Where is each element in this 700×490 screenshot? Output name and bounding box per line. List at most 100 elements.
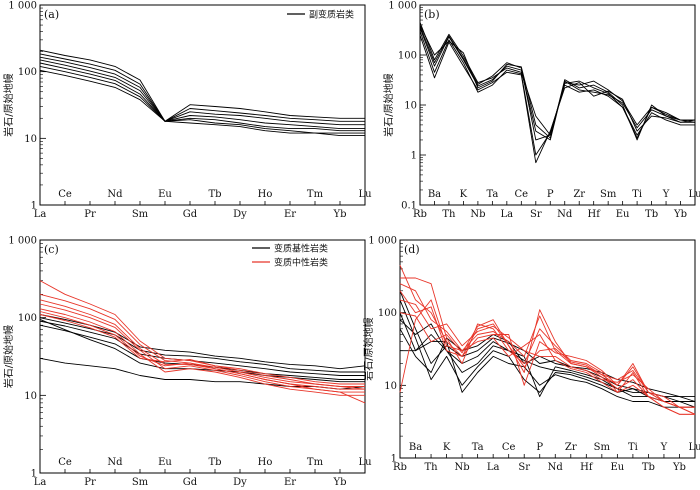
x-tick-label-p: P <box>536 442 543 453</box>
y-axis-label: 岩石/原始地幔 <box>382 73 395 136</box>
x-tick-label-sm: Sm <box>594 442 611 453</box>
x-tick-label-k: K <box>443 442 451 453</box>
x-tick-label-p: P <box>547 189 554 200</box>
series-line-7 <box>39 280 365 385</box>
x-tick-label-yb: Yb <box>332 477 346 488</box>
x-tick-label-y: Y <box>662 189 670 200</box>
x-tick-label-lu: Lu <box>688 189 700 200</box>
x-tick-label-gd: Gd <box>183 209 198 220</box>
x-tick-label-ti: Ti <box>628 442 638 453</box>
y-tick-label: 10 <box>24 134 37 145</box>
x-tick-label-ta: Ta <box>472 442 484 453</box>
y-tick-label: 1 000 <box>388 1 417 12</box>
x-tick-label-nd: Nd <box>107 189 123 200</box>
y-tick-label: 1 <box>411 151 417 162</box>
series-line-9 <box>39 299 365 390</box>
x-tick-label-lu: Lu <box>358 189 372 200</box>
chart-panel-1: 1 10 100 1 000 La Ce Pr Nd Sm Eu Gd Tb Dy Ho Er Tm Yb Lu 岩… <box>2 1 372 221</box>
x-tick-label-la: La <box>487 462 500 473</box>
y-axis-label: 岩石/原始地幔 <box>2 325 15 388</box>
series-line-1 <box>419 22 695 136</box>
series-line-13 <box>399 312 695 408</box>
series-line-4 <box>419 24 696 141</box>
x-tick-label-sm: Sm <box>132 477 149 488</box>
x-tick-label-ba: Ba <box>409 442 422 453</box>
x-tick-label-tb: Tb <box>645 209 658 220</box>
x-tick-label-ta: Ta <box>486 189 498 200</box>
x-tick-label-sm: Sm <box>132 209 149 220</box>
series-line-3 <box>39 320 365 376</box>
y-tick-label: 10 <box>384 381 397 392</box>
x-tick-label-pr: Pr <box>84 477 96 488</box>
legend-label: 副变质岩类 <box>309 9 354 21</box>
x-tick-label-ba: Ba <box>428 189 441 200</box>
plot-frame <box>419 4 696 206</box>
x-tick-label-pr: Pr <box>84 209 96 220</box>
series-line-8 <box>39 293 365 387</box>
x-tick-label-ce: Ce <box>58 189 72 200</box>
y-tick-label: 100 <box>18 67 37 78</box>
x-tick-label-dy: Dy <box>233 209 247 220</box>
series-line-11 <box>399 299 696 415</box>
series-line-3 <box>39 56 365 126</box>
x-tick-label-hf: Hf <box>580 462 594 473</box>
x-tick-label-la: La <box>34 477 47 488</box>
legend-label: 变质基性岩类 <box>274 243 328 255</box>
series-line-11 <box>39 308 365 396</box>
series-line-8 <box>400 277 696 415</box>
series-line-4 <box>39 324 365 380</box>
x-tick-label-th: Th <box>442 209 456 220</box>
series-line-4 <box>39 59 365 130</box>
x-tick-label-ho: Ho <box>258 189 273 200</box>
x-tick-label-yb: Yb <box>332 209 346 220</box>
series-line-12 <box>39 311 366 404</box>
x-tick-label-ce: Ce <box>58 457 72 468</box>
x-tick-label-yb: Yb <box>672 462 686 473</box>
x-tick-label-sr: Sr <box>518 462 530 473</box>
series-line-2 <box>399 299 695 402</box>
y-tick-label: 1 <box>31 201 37 212</box>
x-tick-label-yb: Yb <box>673 209 687 220</box>
x-tick-label-ho: Ho <box>258 457 273 468</box>
y-tick-label: 10 <box>404 101 417 112</box>
series-line-2 <box>419 27 695 141</box>
panel-label: (a) <box>44 8 59 21</box>
x-tick-label-nd: Nd <box>548 462 564 473</box>
series-line-7 <box>399 265 695 408</box>
series-line-7 <box>39 69 365 137</box>
x-tick-label-nd: Nd <box>557 209 573 220</box>
legend-label: 变质中性岩类 <box>274 257 328 269</box>
x-tick-label-y: Y <box>660 442 668 453</box>
x-tick-label-ce: Ce <box>502 442 516 453</box>
series-line-2 <box>39 53 365 122</box>
x-tick-label-dy: Dy <box>233 477 247 488</box>
x-tick-label-tb: Tb <box>642 462 655 473</box>
series-line-2 <box>39 317 365 373</box>
x-tick-label-th: Th <box>424 462 438 473</box>
series-line-5 <box>39 318 365 383</box>
x-tick-label-la: La <box>501 209 514 220</box>
y-tick-label: 100 <box>378 308 397 319</box>
plot-frame <box>39 239 366 474</box>
x-tick-label-la: La <box>34 209 47 220</box>
series-line-1 <box>39 49 365 122</box>
x-tick-label-er: Er <box>284 477 296 488</box>
series-line-5 <box>39 62 365 132</box>
x-tick-label-nb: Nb <box>470 209 485 220</box>
panel-label: (d) <box>404 243 420 256</box>
x-tick-label-zr: Zr <box>565 442 577 453</box>
chart-panel-3: 1 10 100 1 000 La Ce Pr Nd Sm Eu Gd Tb Dy Ho Er Tm Yb Lu 岩… <box>2 236 372 489</box>
x-tick-label-rb: Rb <box>413 209 427 220</box>
x-tick-label-zr: Zr <box>573 189 585 200</box>
series-line-5 <box>419 34 696 164</box>
panel-label: (b) <box>424 8 440 21</box>
panel-label: (c) <box>44 243 59 256</box>
y-tick-label: 100 <box>398 51 417 62</box>
series-line-12 <box>399 299 695 415</box>
x-tick-label-tm: Tm <box>307 457 324 468</box>
x-tick-label-tb: Tb <box>208 189 221 200</box>
plot-frame <box>39 4 366 206</box>
